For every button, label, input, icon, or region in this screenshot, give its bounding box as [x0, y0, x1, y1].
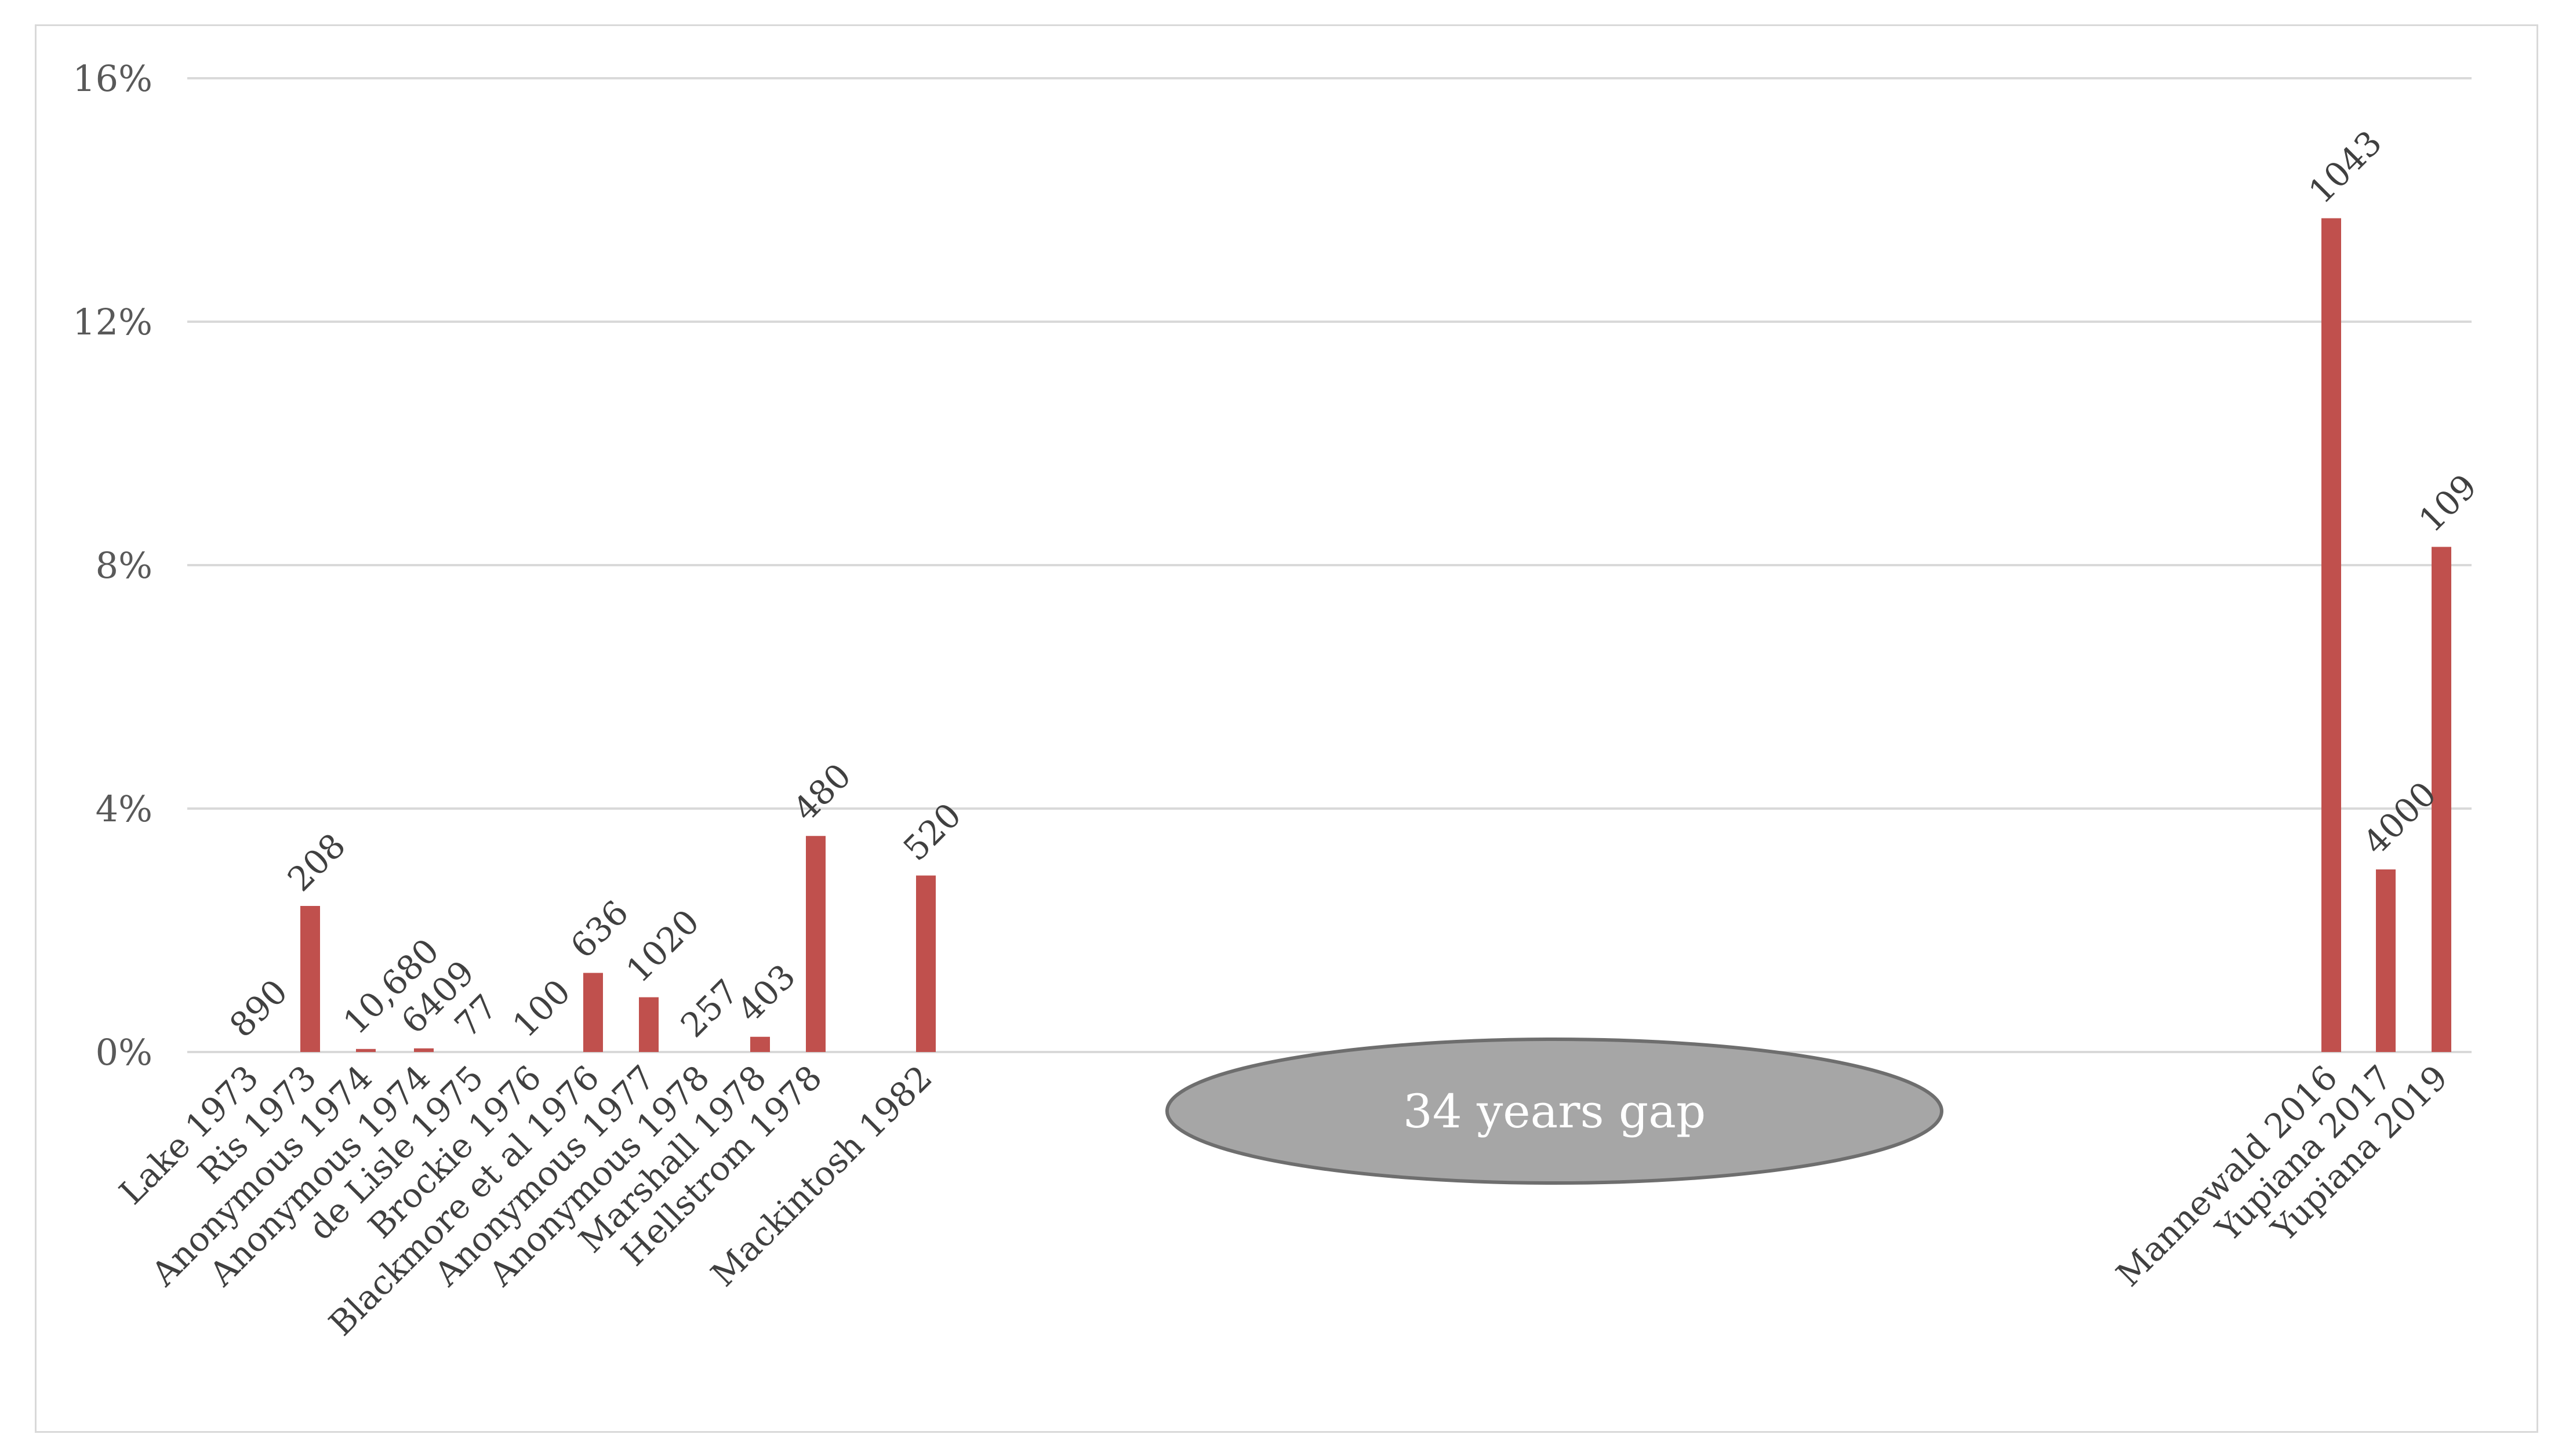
data-label: 480	[786, 756, 859, 829]
bar	[916, 875, 936, 1052]
y-tick-label: 4%	[96, 788, 152, 830]
data-label: 890	[222, 972, 295, 1045]
bar	[356, 1049, 376, 1052]
bar	[639, 997, 659, 1052]
data-label: 520	[896, 795, 969, 868]
bar	[583, 973, 603, 1052]
data-label: 109	[2411, 467, 2484, 540]
bar	[414, 1048, 434, 1052]
bar	[2376, 869, 2396, 1052]
data-label: 636	[563, 893, 636, 966]
data-label: 403	[730, 956, 803, 1029]
bar	[300, 906, 320, 1052]
data-label: 100	[505, 972, 578, 1045]
gap-annotation-ellipse	[1165, 1038, 1943, 1185]
y-tick-label: 16%	[72, 57, 152, 100]
data-label: 257	[673, 972, 746, 1045]
data-label: 1020	[619, 902, 707, 990]
bar	[806, 836, 826, 1052]
chart-frame: 0% 4% 8% 12% 16% Lake 1973 Ris 1973 Anonymous …	[35, 24, 2538, 1433]
y-tick-label: 12%	[72, 301, 152, 343]
y-tick-label: 0%	[96, 1031, 152, 1073]
data-label: 4000	[2356, 774, 2444, 862]
data-label: 208	[280, 826, 353, 899]
bar	[2321, 218, 2341, 1052]
bar	[2432, 547, 2451, 1052]
bar	[750, 1036, 770, 1052]
gap-annotation-text: 34 years gap	[1403, 1084, 1706, 1138]
data-label: 1043	[2301, 123, 2389, 211]
y-tick-label: 8%	[96, 544, 152, 587]
